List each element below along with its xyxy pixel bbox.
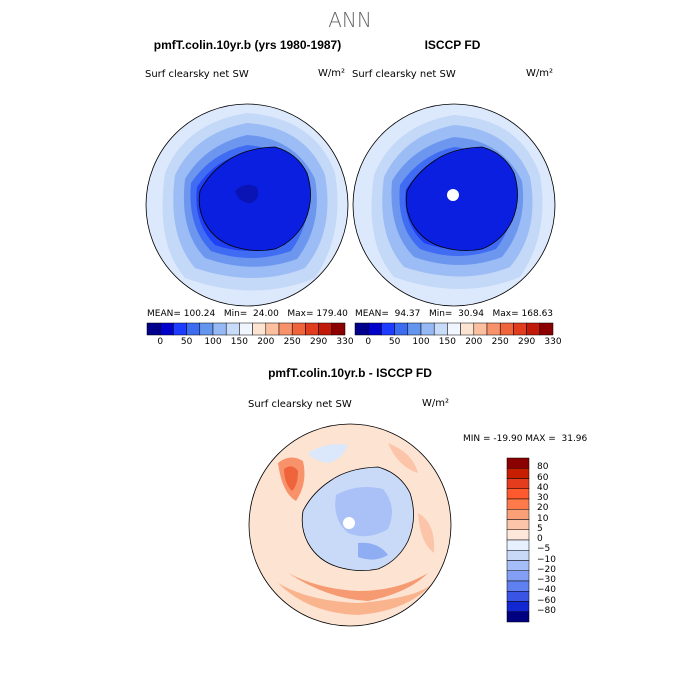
colorbar-cell — [506, 498, 530, 510]
colorbar-tick-label: −40 — [537, 585, 556, 596]
panel-1-stats: MEAN= 100.24 Min= 24.00 Max= 179.40 — [147, 309, 348, 319]
panel-2-units: W/m² — [526, 68, 554, 79]
colorbar-cell — [305, 322, 319, 336]
panel-3-field-label: Surf clearsky net SW — [248, 399, 352, 410]
colorbar-tick-label: 50 — [180, 337, 193, 347]
colorbar-cell — [506, 519, 530, 530]
colorbar-tick-label: 330 — [544, 337, 562, 347]
colorbar-cell — [506, 468, 530, 479]
colorbar-tick-label: 0 — [365, 337, 372, 347]
colorbar-cell — [506, 601, 530, 612]
colorbar-cell — [394, 322, 409, 336]
panel-2-map — [352, 103, 556, 307]
colorbar-tick-label: 0 — [157, 337, 164, 347]
colorbar-cell — [420, 322, 435, 336]
panel-1-title: pmfT.colin.10yr.b (yrs 1980-1987) — [153, 38, 342, 52]
colorbar-cell — [173, 322, 187, 336]
colorbar-cell — [354, 322, 369, 336]
colorbar-tick-label: −30 — [537, 575, 556, 585]
colorbar-tick-label: 250 — [491, 337, 509, 347]
colorbar-tick-label: 290 — [518, 337, 536, 347]
figure-title: ANN — [328, 8, 372, 32]
colorbar-cell — [506, 591, 530, 602]
colorbar-tick-label: 5 — [537, 523, 543, 534]
colorbar-cell — [486, 322, 501, 336]
colorbar-tick-label: 250 — [283, 337, 301, 347]
panel-3-title: pmfT.colin.10yr.b - ISCCP FD — [268, 366, 432, 380]
colorbar-tick-label: −20 — [537, 564, 556, 575]
colorbar-tick-label: 100 — [412, 337, 430, 347]
colorbar-cell — [473, 322, 488, 336]
colorbar-cell — [278, 322, 293, 336]
colorbar-cell — [460, 322, 475, 336]
colorbar-tick-label: 40 — [537, 482, 549, 493]
colorbar-tick-label: 30 — [537, 493, 549, 503]
colorbar-cell — [539, 322, 554, 336]
colorbar-cell — [499, 322, 514, 336]
colorbar-cell — [367, 322, 382, 336]
colorbar-tick-label: 100 — [204, 337, 222, 347]
colorbar-cell — [212, 322, 227, 336]
colorbar-cell — [526, 322, 541, 336]
colorbar-cell — [225, 322, 240, 336]
panel-3-units: W/m² — [422, 398, 450, 409]
colorbar-cell — [407, 322, 422, 336]
colorbar-cell — [506, 457, 530, 469]
panel-1-colorbar — [146, 322, 346, 336]
colorbar-tick-label: 60 — [537, 472, 549, 483]
colorbar-cell — [433, 322, 448, 336]
colorbar-cell — [506, 488, 530, 500]
colorbar-tick-label: 150 — [438, 337, 456, 347]
colorbar-cell — [506, 478, 530, 489]
colorbar-cell — [199, 322, 214, 336]
colorbar-cell — [291, 322, 306, 336]
panel-1-field-label: Surf clearsky net SW — [145, 69, 249, 80]
colorbar-cell — [447, 322, 461, 336]
panel-1-map — [145, 103, 349, 307]
colorbar-cell — [159, 322, 174, 336]
panel-2-colorbar — [354, 322, 554, 336]
colorbar-cell — [506, 529, 530, 541]
colorbar-cell — [318, 322, 333, 336]
panel-1-units: W/m² — [318, 68, 346, 79]
colorbar-tick-label: −60 — [537, 595, 556, 606]
colorbar-cell — [506, 560, 530, 571]
colorbar-tick-label: 0 — [537, 534, 543, 544]
colorbar-tick-label: 330 — [336, 337, 354, 347]
colorbar-tick-label: 20 — [537, 503, 549, 514]
panel-2-stats: MEAN= 94.37 Min= 30.94 Max= 168.63 — [355, 309, 554, 319]
colorbar-cell — [513, 322, 527, 336]
panel-2-title: ISCCP FD — [424, 38, 481, 52]
colorbar-cell — [506, 550, 530, 561]
colorbar-tick-label: 290 — [310, 337, 328, 347]
colorbar-cell — [252, 322, 267, 336]
panel-3-colorbar — [506, 457, 530, 623]
colorbar-tick-label: 150 — [230, 337, 248, 347]
colorbar-cell — [331, 322, 346, 336]
colorbar-cell — [506, 611, 530, 623]
colorbar-cell — [506, 509, 530, 520]
colorbar-cell — [239, 322, 253, 336]
colorbar-cell — [381, 322, 395, 336]
colorbar-tick-label: −5 — [537, 544, 551, 555]
colorbar-tick-label: −10 — [537, 554, 556, 565]
colorbar-cell — [506, 539, 530, 551]
colorbar-cell — [506, 580, 530, 592]
colorbar-cell — [506, 570, 530, 582]
colorbar-tick-label: 50 — [388, 337, 401, 347]
colorbar-cell — [265, 322, 280, 336]
colorbar-cell — [146, 322, 161, 336]
colorbar-tick-label: 200 — [257, 337, 275, 347]
panel-2-field-label: Surf clearsky net SW — [352, 69, 456, 80]
colorbar-cell — [186, 322, 201, 336]
colorbar-tick-label: −80 — [537, 605, 556, 616]
colorbar-tick-label: 80 — [537, 462, 549, 473]
colorbar-tick-label: 10 — [537, 513, 549, 524]
panel-3-map — [248, 423, 452, 627]
colorbar-tick-label: 200 — [465, 337, 483, 347]
panel-3-stats: MIN = -19.90 MAX = 31.96 — [463, 434, 588, 444]
